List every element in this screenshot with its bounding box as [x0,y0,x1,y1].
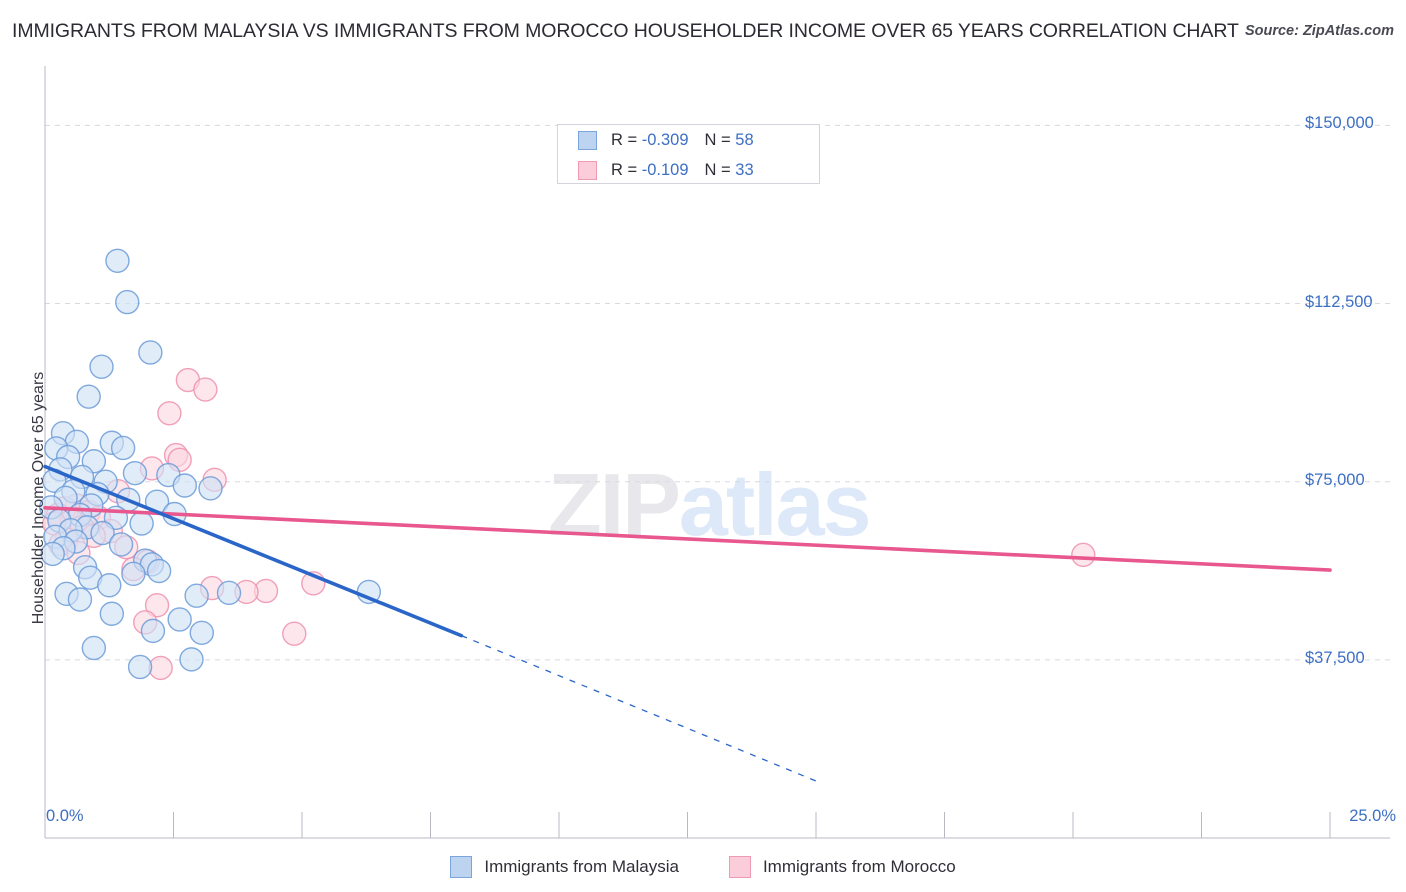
data-point[interactable] [148,655,173,681]
data-point[interactable] [140,618,166,644]
data-point[interactable] [144,593,170,618]
y-tick-label-75000: $75,000 [1305,470,1365,489]
zipatlas-watermark: ZIPatlas [548,454,872,556]
stats-row-morocco: R = -0.109 N = 33 [558,155,819,185]
data-point[interactable] [81,635,107,661]
data-point[interactable] [105,248,130,273]
data-point[interactable] [184,583,209,608]
legend-swatch-morocco [728,856,751,878]
stats-text-malaysia: R = -0.309 N = 58 [611,131,754,150]
data-point[interactable] [110,435,136,461]
trendline-dashed [461,635,817,782]
data-point[interactable] [99,601,125,626]
y-tick-label-150000: $150,000 [1305,114,1374,133]
data-point[interactable] [179,647,204,672]
stats-r-value-morocco: -0.109 [641,160,689,179]
data-point[interactable] [282,621,307,646]
gridlines-group [45,124,1390,661]
trendline-solid [43,506,1332,572]
trendline-solid [43,464,464,638]
stats-n-value-morocco: 33 [735,160,754,179]
stats-n-value-malaysia: 58 [735,130,754,149]
legend-item-morocco[interactable]: Immigrants from Morocco [728,856,956,878]
data-point[interactable] [76,384,101,409]
legend-label-malaysia: Immigrants from Malaysia [484,857,679,876]
y-tick-label-37500: $37,500 [1305,648,1365,667]
stats-n-label-malaysia: N = [704,130,731,149]
data-point[interactable] [127,654,153,680]
data-point[interactable] [146,558,172,584]
x-tick-label-min: 0.0% [46,807,84,825]
stats-r-label-morocco: R = [611,160,638,179]
data-point[interactable] [90,520,115,546]
watermark-atlas: atlas [678,455,872,554]
series-legend: Immigrants from Malaysia Immigrants from… [0,856,1406,878]
data-point[interactable] [172,473,198,498]
plot-area: ZIPatlas Householder Income Over 65 year… [0,56,1406,846]
x-tick-label-max: 25.0% [1349,807,1396,825]
stats-text-morocco: R = -0.109 N = 33 [611,161,754,180]
y-axis-title: Householder Income Over 65 years [30,371,47,625]
data-point[interactable] [67,587,93,612]
data-point[interactable] [122,460,148,486]
stats-r-value-malaysia: -0.309 [641,130,689,149]
data-point[interactable] [121,561,146,587]
y-tick-label-112500: $112,500 [1305,292,1373,311]
data-point[interactable] [138,340,163,365]
trendlines-group [43,464,1332,782]
correlation-stats-box: R = -0.309 N = 58 R = -0.109 N = 33 [557,124,820,184]
legend-item-malaysia[interactable]: Immigrants from Malaysia [450,856,679,878]
data-point[interactable] [115,289,140,315]
data-point[interactable] [198,476,223,501]
data-point[interactable] [89,354,114,379]
stats-row-malaysia: R = -0.309 N = 58 [558,125,819,155]
data-point[interactable] [129,511,154,536]
data-point[interactable] [108,532,134,557]
x-axis-ticks-group [44,812,1331,838]
data-point[interactable] [189,620,214,645]
stats-r-label-malaysia: R = [611,130,638,149]
stats-swatch-morocco [578,160,597,180]
data-point[interactable] [1071,542,1096,568]
page-title: IMMIGRANTS FROM MALAYSIA VS IMMIGRANTS F… [12,20,1239,42]
data-point[interactable] [216,580,242,606]
stats-n-label-morocco: N = [704,160,731,179]
stats-swatch-malaysia [578,130,597,150]
data-point[interactable] [157,401,182,426]
source-attribution: Source: ZipAtlas.com [1244,23,1394,39]
chart-header: IMMIGRANTS FROM MALAYSIA VS IMMIGRANTS F… [0,0,1406,56]
malaysia-points-group [38,248,382,680]
legend-swatch-malaysia [450,856,473,878]
scatter-plot-svg [38,66,1390,839]
data-point[interactable] [193,377,218,402]
data-point[interactable] [97,573,122,598]
legend-label-morocco: Immigrants from Morocco [762,857,956,876]
data-point[interactable] [40,541,65,567]
data-point[interactable] [167,607,192,632]
